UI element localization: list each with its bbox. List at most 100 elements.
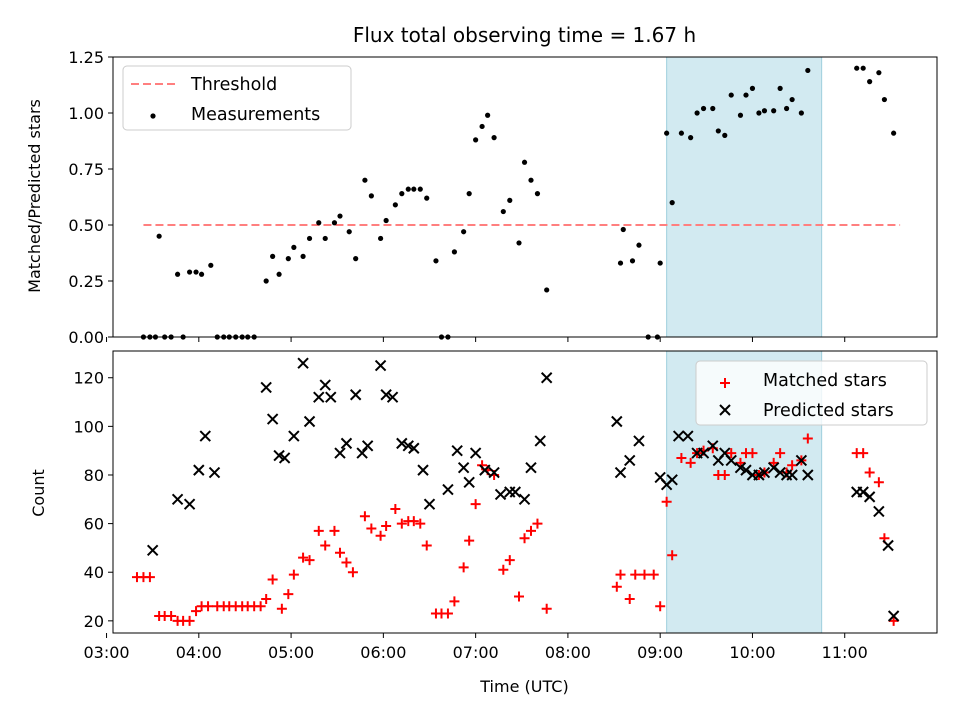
- measurement-point: [756, 110, 762, 116]
- measurement-point: [737, 112, 744, 118]
- measurement-point: [805, 67, 811, 74]
- predicted-point: [707, 440, 719, 452]
- predicted-point: [802, 469, 814, 481]
- matched-point: [458, 562, 469, 573]
- matched-point: [375, 530, 386, 541]
- measurement-point: [798, 110, 804, 116]
- predicted-point: [873, 505, 885, 518]
- predicted-point: [725, 454, 737, 467]
- matched-point: [329, 525, 340, 536]
- matched-point: [347, 567, 358, 578]
- y-tick-label: 0.25: [68, 272, 104, 291]
- measurement-point: [198, 271, 205, 277]
- predicted-point: [417, 464, 429, 476]
- predicted-point: [887, 610, 900, 622]
- predicted-point: [297, 357, 309, 369]
- legend-threshold-label: Threshold: [190, 75, 277, 95]
- matched-point: [519, 533, 530, 544]
- legend-matched-label: Matched stars: [763, 371, 887, 391]
- predicted-point: [266, 413, 279, 425]
- measurement-point: [891, 130, 897, 136]
- measurement-point: [346, 229, 352, 235]
- matched-point: [276, 603, 287, 614]
- matched-point: [667, 550, 678, 561]
- measurement-point: [860, 65, 866, 71]
- measurement-point: [867, 79, 873, 85]
- measurement-point: [544, 287, 550, 293]
- measurement-point: [854, 65, 860, 71]
- matched-point: [655, 601, 666, 612]
- bottom-xlabel: Time (UTC): [479, 677, 568, 696]
- legend-matched-swatch: [720, 378, 730, 388]
- measurement-point: [876, 70, 882, 76]
- measurement-point: [491, 135, 497, 141]
- predicted-point: [208, 466, 221, 479]
- bottom-legend: Matched stars Predicted stars: [695, 360, 928, 426]
- matched-point: [464, 535, 475, 546]
- x-tick-label: 05:00: [268, 643, 314, 662]
- matched-point: [514, 591, 525, 602]
- measurement-point: [516, 240, 522, 246]
- measurement-point: [270, 253, 276, 259]
- predicted-point: [325, 391, 337, 403]
- measurement-point: [392, 202, 398, 208]
- series-predicted-stars: [146, 357, 900, 622]
- y-tick-label: 40: [84, 563, 104, 582]
- measurement-point: [485, 112, 491, 118]
- predicted-point: [356, 447, 368, 459]
- axes-frame: [112, 56, 938, 338]
- predicted-point: [767, 461, 780, 474]
- measurement-point: [362, 177, 368, 183]
- predicted-point: [313, 391, 325, 403]
- matched-point: [858, 448, 869, 459]
- measurement-point: [761, 108, 768, 114]
- matched-point: [166, 610, 177, 621]
- matched-point: [408, 516, 419, 527]
- legend-predicted-swatch: [719, 404, 731, 416]
- predicted-point: [349, 389, 362, 401]
- predicted-point: [863, 491, 876, 503]
- predicted-point: [260, 381, 272, 394]
- measurement-point: [461, 229, 467, 235]
- matched-point: [320, 540, 331, 551]
- measurement-point: [399, 191, 405, 197]
- predicted-point: [525, 461, 537, 474]
- x-tick-label: 09:00: [637, 643, 683, 662]
- measurement-point: [300, 253, 306, 259]
- matched-point: [676, 452, 687, 463]
- x-tick-label: 06:00: [360, 643, 406, 662]
- measurement-point: [678, 130, 685, 136]
- predicted-point: [408, 442, 420, 454]
- measurement-point: [411, 186, 417, 192]
- predicted-point: [857, 486, 869, 498]
- matched-point: [768, 457, 779, 468]
- predicted-point: [882, 539, 894, 552]
- measurement-point: [208, 262, 214, 268]
- measurement-point: [881, 96, 888, 103]
- predicted-point: [672, 430, 685, 442]
- predicted-point: [633, 435, 645, 447]
- measurement-point: [694, 110, 700, 116]
- measurement-point: [424, 195, 430, 201]
- measurement-point: [322, 235, 328, 242]
- legend-box: [122, 65, 352, 131]
- matched-point: [470, 499, 481, 510]
- matched-point: [390, 504, 401, 515]
- measurement-point: [771, 108, 777, 114]
- matched-point: [639, 569, 650, 580]
- predicted-point: [380, 389, 392, 401]
- predicted-point: [740, 464, 752, 476]
- x-tick-label: 08:00: [545, 643, 591, 662]
- matched-point: [685, 457, 696, 468]
- measurement-point: [688, 135, 694, 141]
- measurement-point: [285, 256, 291, 262]
- series-measurements: [140, 65, 897, 340]
- matched-point: [504, 555, 515, 566]
- predicted-point: [288, 430, 300, 442]
- measurement-point: [377, 235, 384, 242]
- measurement-point: [521, 159, 528, 165]
- bottom-panel: 20 40 60 80 100 120 03:00 04:00 05:00 06:00 07:00 0…: [73, 350, 938, 662]
- measurement-point: [276, 271, 282, 277]
- predicted-point: [518, 493, 531, 506]
